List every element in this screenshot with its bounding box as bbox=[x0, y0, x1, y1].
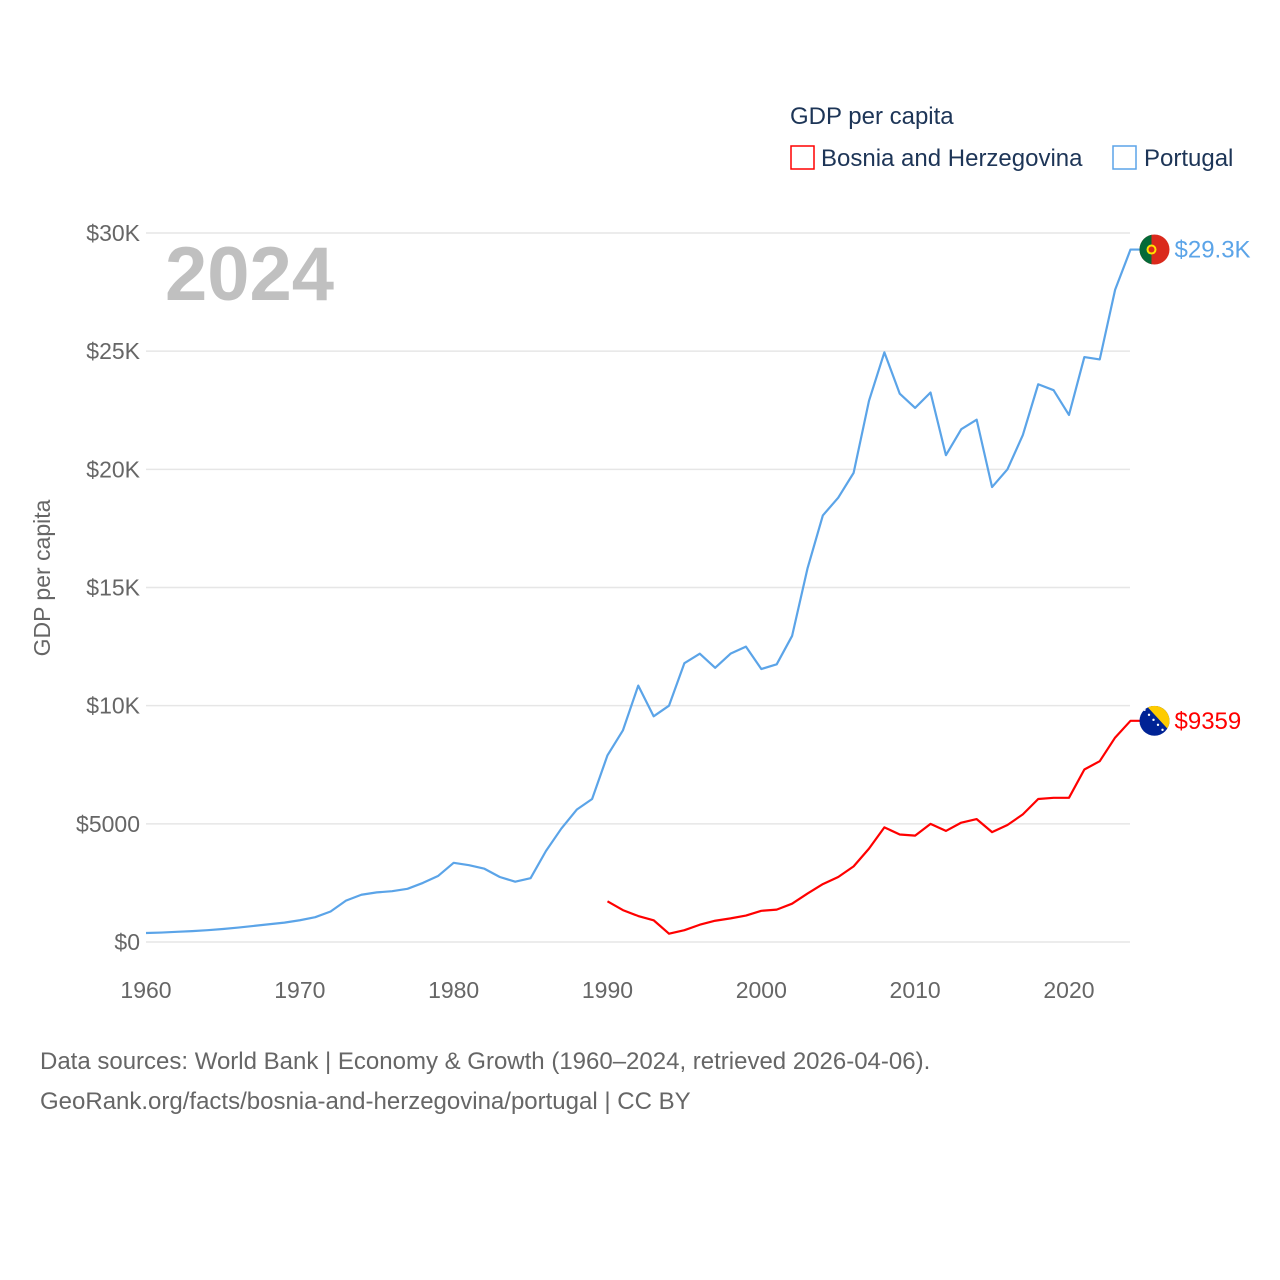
portugal-flag-icon bbox=[1139, 234, 1170, 265]
x-tick-label: 2010 bbox=[890, 977, 941, 1003]
legend-label-bosnia: Bosnia and Herzegovina bbox=[821, 145, 1083, 172]
y-tick-label: $5000 bbox=[76, 811, 140, 837]
series-line-portugal bbox=[145, 248, 1141, 935]
legend-swatch-portugal bbox=[1112, 145, 1137, 170]
legend-item-portugal[interactable]: Portugal bbox=[1112, 145, 1233, 172]
y-axis-label: GDP per capita bbox=[29, 499, 55, 656]
footer: Data sources: World Bank | Economy & Gro… bbox=[40, 1042, 930, 1122]
series-lines bbox=[145, 248, 1141, 935]
y-tick-label: $20K bbox=[86, 456, 140, 482]
grid-lines bbox=[146, 232, 1130, 943]
legend-title: GDP per capita bbox=[790, 103, 954, 130]
x-tick-label: 2000 bbox=[736, 977, 787, 1003]
x-tick-label: 1970 bbox=[274, 977, 325, 1003]
source-link[interactable]: GeoRank.org/facts/bosnia-and-herzegovina… bbox=[40, 1088, 691, 1115]
bosnia-flag-icon bbox=[1139, 705, 1170, 736]
series-line-bosnia bbox=[606, 719, 1141, 935]
x-tick-label: 1990 bbox=[582, 977, 633, 1003]
x-tick-label: 1960 bbox=[120, 977, 171, 1003]
legend-swatch-bosnia bbox=[790, 145, 815, 170]
legend-item-bosnia[interactable]: Bosnia and Herzegovina bbox=[790, 145, 1083, 172]
end-label-portugal: $29.3K bbox=[1175, 237, 1251, 264]
y-tick-label: $15K bbox=[86, 575, 140, 601]
y-tick-label: $10K bbox=[86, 693, 140, 719]
x-axis-ticks: 1960 1970 1980 1990 2000 2010 2020 bbox=[120, 977, 1094, 1003]
y-tick-label: $25K bbox=[86, 338, 140, 364]
year-watermark: 2024 bbox=[165, 232, 334, 317]
x-tick-label: 2020 bbox=[1043, 977, 1094, 1003]
end-label-bosnia: $9359 bbox=[1175, 708, 1242, 735]
y-axis-ticks: $0 $5000 $10K $15K $20K $25K $30K bbox=[76, 220, 141, 955]
end-labels: $9359 $29.3K bbox=[1139, 234, 1251, 736]
y-tick-label: $30K bbox=[86, 220, 140, 246]
data-source-text: Data sources: World Bank | Economy & Gro… bbox=[40, 1048, 931, 1075]
legend-label-portugal: Portugal bbox=[1144, 145, 1233, 172]
x-tick-label: 1980 bbox=[428, 977, 479, 1003]
y-tick-label: $0 bbox=[114, 929, 140, 955]
